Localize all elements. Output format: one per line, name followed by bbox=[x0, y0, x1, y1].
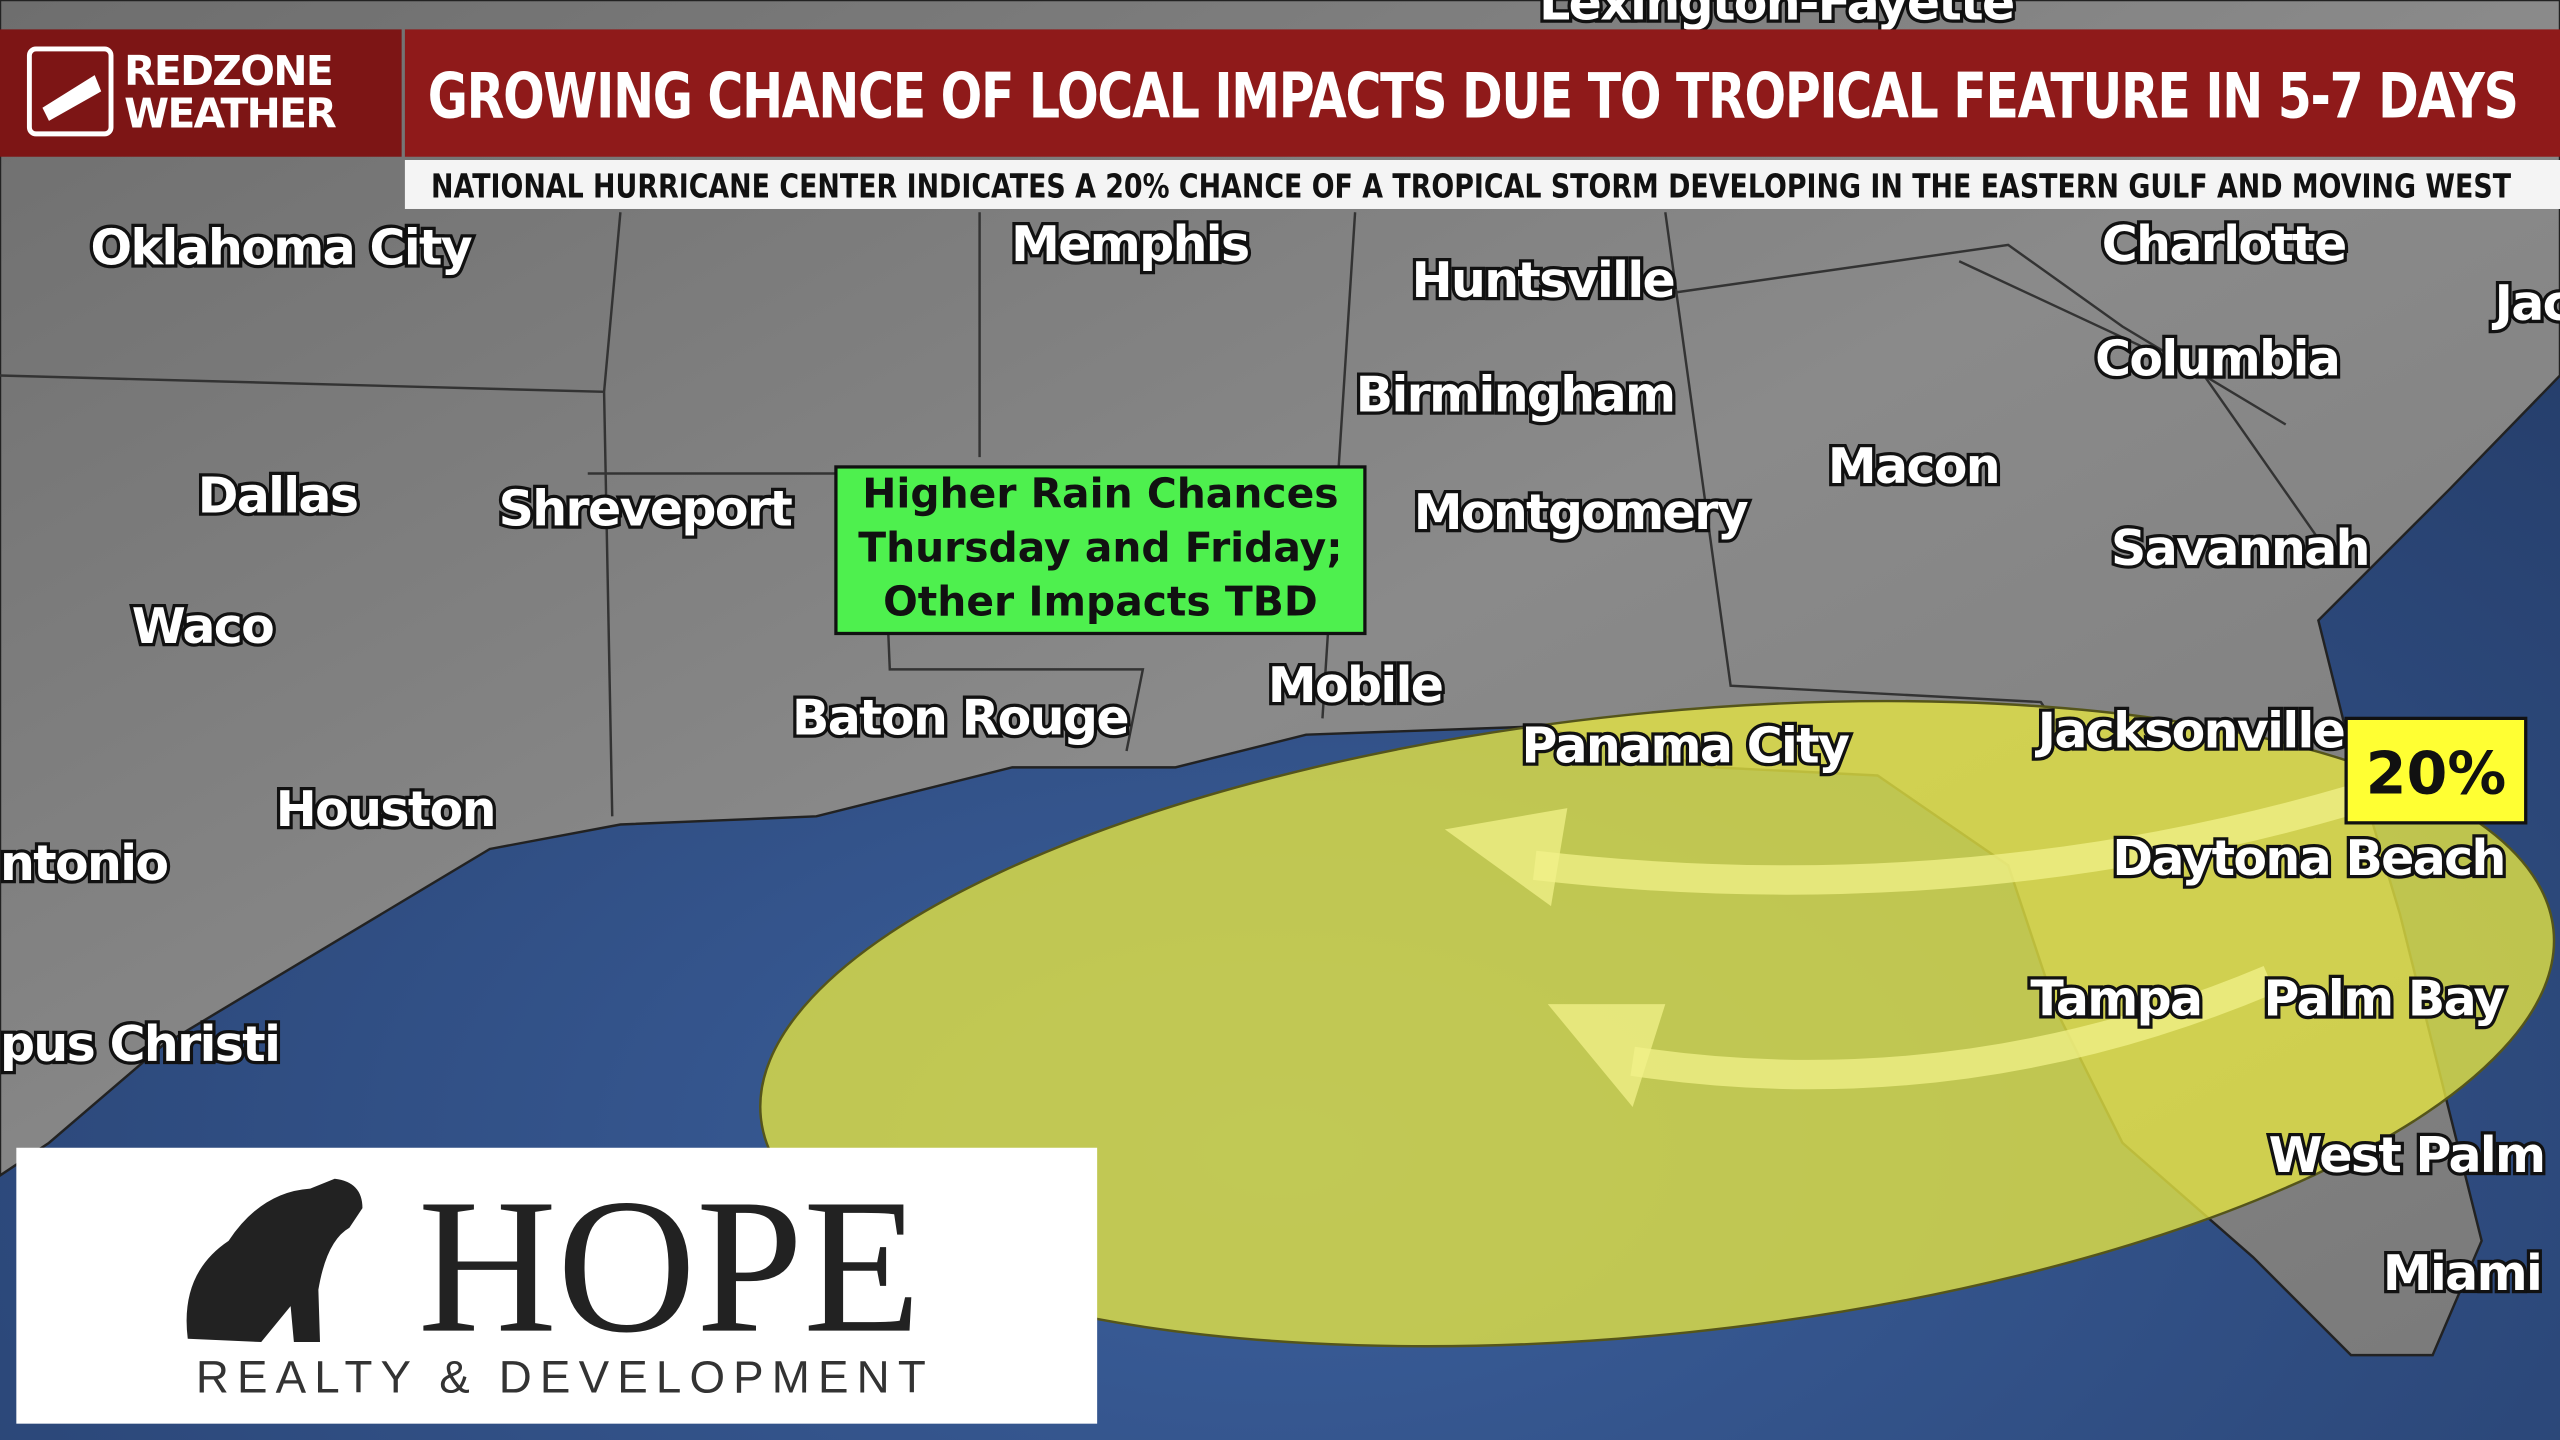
city-label: Columbia bbox=[2095, 331, 2339, 388]
sponsor-name: HOPE bbox=[418, 1159, 921, 1373]
city-label: Waco bbox=[132, 598, 273, 655]
dog-icon bbox=[186, 1178, 363, 1343]
city-label: Houston bbox=[276, 781, 495, 838]
city-label: Birmingham bbox=[1356, 366, 1675, 423]
arrow-heads bbox=[1444, 808, 1666, 1107]
brand-text: WEATHER bbox=[124, 89, 336, 137]
city-label: Jac bbox=[2492, 275, 2560, 332]
city-label: Dallas bbox=[198, 468, 358, 525]
callout-text: Other Impacts TBD bbox=[883, 578, 1318, 626]
brand-icon bbox=[26, 46, 114, 137]
city-label: Panama City bbox=[1522, 717, 1850, 774]
city-label: Tampa bbox=[2030, 971, 2201, 1028]
city-labels: Lexington-Fayette Oklahoma City Memphis … bbox=[0, 0, 2560, 1305]
city-label: Huntsville bbox=[1412, 252, 1674, 309]
city-label: Charlotte bbox=[2102, 216, 2346, 273]
callout: Higher Rain Chances Thursday and Friday;… bbox=[834, 465, 1367, 636]
city-label: Memphis bbox=[1011, 216, 1248, 273]
city-label: ntonio bbox=[0, 835, 167, 892]
sponsor-tagline: REALTY & DEVELOPMENT bbox=[196, 1352, 934, 1403]
city-label: Palm Bay bbox=[2264, 971, 2506, 1028]
city-label: Macon bbox=[1828, 438, 1999, 495]
header: REDZONE WEATHER GROWING CHANCE OF LOCAL … bbox=[0, 29, 2560, 209]
city-label: pus Christi bbox=[0, 1016, 279, 1073]
city-label: Lexington-Fayette bbox=[1539, 0, 2013, 32]
chance-label: 20% bbox=[2366, 738, 2507, 807]
callout-box bbox=[834, 465, 1367, 636]
city-label: Oklahoma City bbox=[91, 219, 473, 276]
city-label: Montgomery bbox=[1414, 484, 1749, 541]
title-bar bbox=[404, 29, 2560, 157]
callout-text: Higher Rain Chances bbox=[862, 470, 1338, 518]
city-label: West Palm bbox=[2269, 1127, 2545, 1184]
subtitle: NATIONAL HURRICANE CENTER INDICATES A 20… bbox=[431, 168, 2512, 206]
city-label: Baton Rouge bbox=[792, 690, 1128, 747]
chance-box bbox=[2344, 716, 2528, 825]
city-label: Shreveport bbox=[499, 481, 793, 538]
city-label: Jacksonville bbox=[2035, 703, 2344, 760]
subtitle-bar bbox=[404, 160, 2560, 209]
brand-icon-mark bbox=[42, 75, 102, 121]
sponsor: HOPE REALTY & DEVELOPMENT bbox=[16, 1147, 1098, 1424]
motion-arrows bbox=[1533, 785, 2356, 1090]
city-label: Mobile bbox=[1268, 657, 1442, 714]
city-label: Savannah bbox=[2111, 520, 2369, 577]
callout-text: Thursday and Friday; bbox=[858, 524, 1342, 572]
city-label: Miami bbox=[2383, 1245, 2541, 1302]
title: GROWING CHANCE OF LOCAL IMPACTS DUE TO T… bbox=[428, 60, 2518, 133]
city-label: Daytona Beach bbox=[2112, 830, 2504, 887]
brand-text: REDZONE bbox=[124, 47, 332, 95]
